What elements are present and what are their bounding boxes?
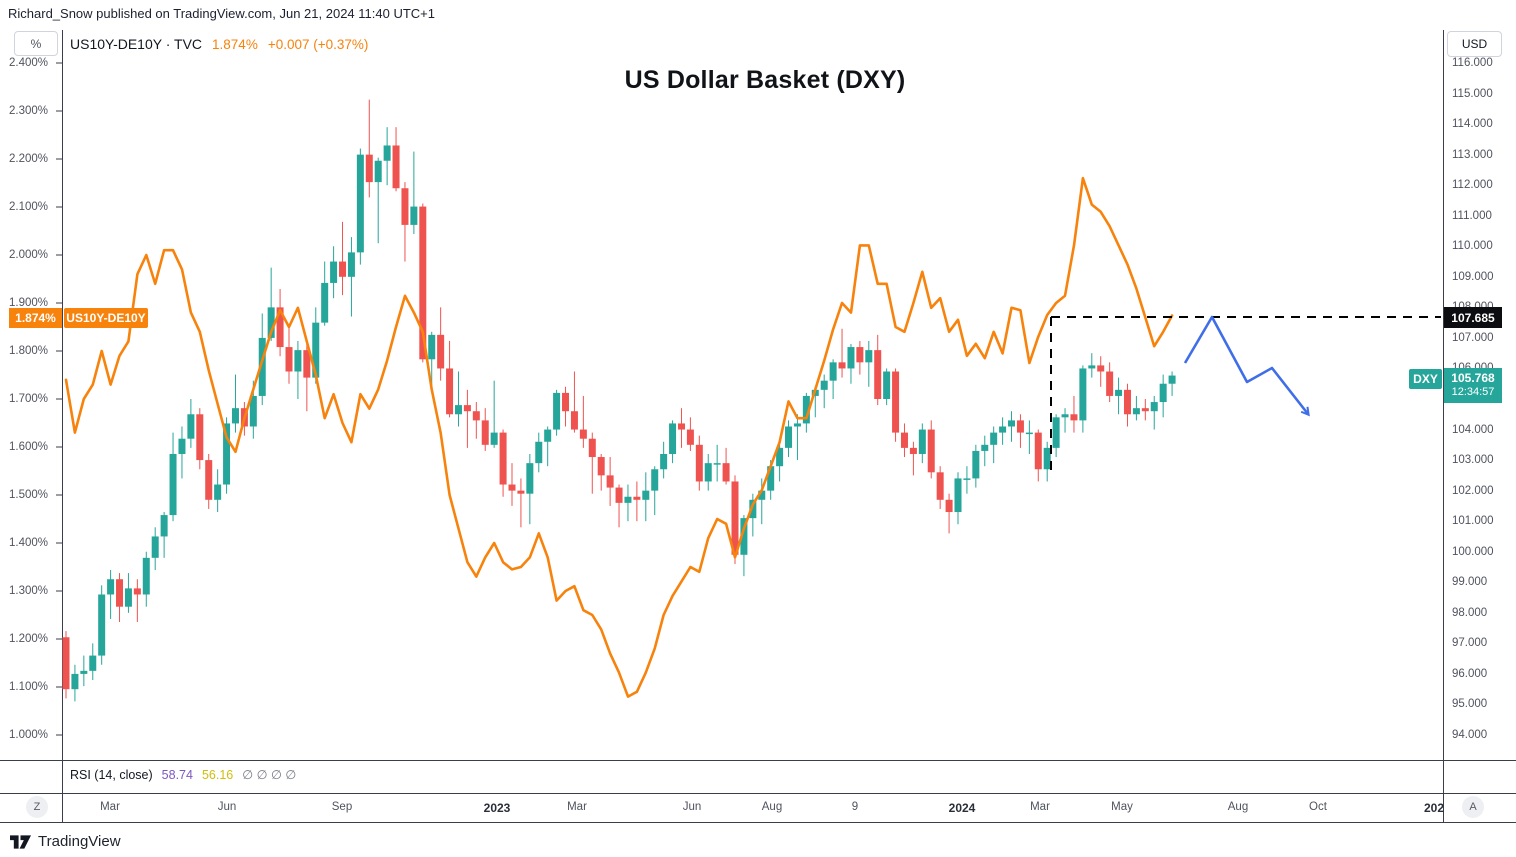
time-axis-tick: Mar xyxy=(567,801,587,813)
right-axis-tick: 94.000 xyxy=(1452,729,1488,741)
dxy-last-price: 105.768 xyxy=(1451,371,1495,386)
right-axis-tick: 107.000 xyxy=(1452,331,1494,344)
right-axis-tick: 98.000 xyxy=(1452,606,1488,619)
left-axis-tick: 1.300% xyxy=(8,585,48,597)
spread-axis-price-label: 1.874% xyxy=(9,308,62,328)
level-dashed-line[interactable] xyxy=(1050,315,1441,470)
left-axis-tick: 2.000% xyxy=(8,249,48,261)
right-axis-tick: 116.000 xyxy=(1452,57,1493,69)
right-axis-tick: 102.000 xyxy=(1452,484,1494,497)
right-axis-tick: 114.000 xyxy=(1452,118,1493,131)
right-axis-tick: 112.000 xyxy=(1452,179,1493,192)
right-axis-tick: 110.000 xyxy=(1452,240,1493,253)
spread-line-series xyxy=(64,176,1174,698)
left-axis-tick: 1.000% xyxy=(8,729,48,741)
left-axis-tick: 1.400% xyxy=(8,537,48,549)
time-axis-tick: Aug xyxy=(1227,801,1249,813)
right-axis-tick: 115.000 xyxy=(1452,87,1493,100)
tradingview-brand-text: TradingView xyxy=(38,833,121,850)
time-axis-tick: 9 xyxy=(851,801,859,813)
right-axis-tick: 99.000 xyxy=(1452,576,1488,589)
rsi-empty-values: ∅ ∅ ∅ ∅ xyxy=(242,768,297,782)
right-axis-tick: 100.000 xyxy=(1452,545,1494,558)
axis-borders xyxy=(0,30,1516,823)
right-axis-tick: 104.000 xyxy=(1452,423,1494,436)
auto-scale-button[interactable]: A xyxy=(1462,796,1484,818)
time-axis-tick: 2024 xyxy=(948,801,976,815)
left-axis-tick: 1.900% xyxy=(8,297,48,309)
legend-last-price: 1.874% xyxy=(212,37,258,52)
left-axis-tick: 2.400% xyxy=(8,57,48,69)
zoom-out-button[interactable]: Z xyxy=(26,796,48,818)
left-axis-tick: 1.600% xyxy=(8,441,48,453)
legend-change: +0.007 (+0.37%) xyxy=(267,37,369,52)
time-axis-tick: Mar xyxy=(100,801,120,813)
time-axis-tick: May xyxy=(1111,801,1133,813)
time-axis-tick: Aug xyxy=(761,801,783,813)
left-axis-tick: 1.100% xyxy=(8,681,48,693)
candlestick-series xyxy=(62,99,1176,702)
spread-series-tag: US10Y-DE10Y xyxy=(64,308,148,328)
dxy-last-price-label: 105.768 12:34:57 xyxy=(1444,368,1502,403)
dxy-countdown-time: 12:34:57 xyxy=(1451,386,1495,399)
time-axis-tick: 202 xyxy=(1423,801,1445,815)
time-axis[interactable]: Mar Jun Sep 2023 Mar Jun Aug 9 2024 Mar May Aug Oct 2… xyxy=(0,794,1516,822)
left-axis-tick: 1.200% xyxy=(8,633,48,645)
rsi-value-smooth: 56.16 xyxy=(201,768,234,782)
right-axis-tick: 103.000 xyxy=(1452,454,1494,467)
published-attribution-line: Richard_Snow published on TradingView.co… xyxy=(8,6,435,21)
percent-scale-button[interactable]: % xyxy=(14,31,58,56)
time-axis-tick: Jun xyxy=(682,801,702,813)
right-axis-tick: 97.000 xyxy=(1452,637,1488,650)
right-axis-tick: 101.000 xyxy=(1452,515,1494,528)
chart-title: US Dollar Basket (DXY) xyxy=(624,66,906,94)
time-axis-tick: Sep xyxy=(331,801,353,813)
legend-symbol-name[interactable]: US10Y-DE10Y · TVC xyxy=(70,36,203,52)
dxy-series-tag: DXY xyxy=(1409,369,1442,389)
right-axis-tick: 113.000 xyxy=(1452,148,1493,161)
left-axis-tick: 1.700% xyxy=(8,393,48,405)
projection-arrow[interactable] xyxy=(1183,315,1310,417)
rsi-legend-label[interactable]: RSI (14, close) xyxy=(70,768,153,782)
usd-scale-button[interactable]: USD xyxy=(1447,31,1502,57)
rsi-indicator-legend[interactable]: RSI (14, close) 58.74 56.16 ∅ ∅ ∅ ∅ xyxy=(70,767,296,782)
tradingview-brand[interactable]: TradingView xyxy=(10,833,121,850)
right-price-axis[interactable]: 116.000 115.000 114.000 113.000 112.000 111.0… xyxy=(1444,28,1516,760)
left-axis-tick: 2.300% xyxy=(8,105,48,117)
time-axis-tick: Jun xyxy=(217,801,237,813)
tradingview-logo-icon xyxy=(10,834,31,849)
time-axis-tick: Oct xyxy=(1309,801,1327,813)
right-axis-tick: 111.000 xyxy=(1452,209,1492,222)
time-axis-tick: Mar xyxy=(1030,801,1050,813)
left-axis-tick: 1.500% xyxy=(8,489,48,501)
left-price-axis[interactable]: 2.400% 2.300% 2.200% 2.100% 2.000% 1.900% 1.80… xyxy=(0,28,62,760)
right-axis-tick: 109.000 xyxy=(1452,270,1494,283)
symbol-legend[interactable]: US10Y-DE10Y · TVC 1.874% +0.007 (+0.37%) xyxy=(70,36,368,52)
right-axis-tick: 96.000 xyxy=(1452,667,1488,680)
left-axis-tick: 1.800% xyxy=(8,345,48,357)
level-price-label: 107.685 xyxy=(1444,307,1502,328)
rsi-value-main: 58.74 xyxy=(161,768,193,782)
left-axis-tick: 2.100% xyxy=(8,201,48,213)
time-axis-tick: 2023 xyxy=(483,801,511,815)
left-axis-tick: 2.200% xyxy=(8,153,48,165)
right-axis-tick: 95.000 xyxy=(1452,698,1488,711)
